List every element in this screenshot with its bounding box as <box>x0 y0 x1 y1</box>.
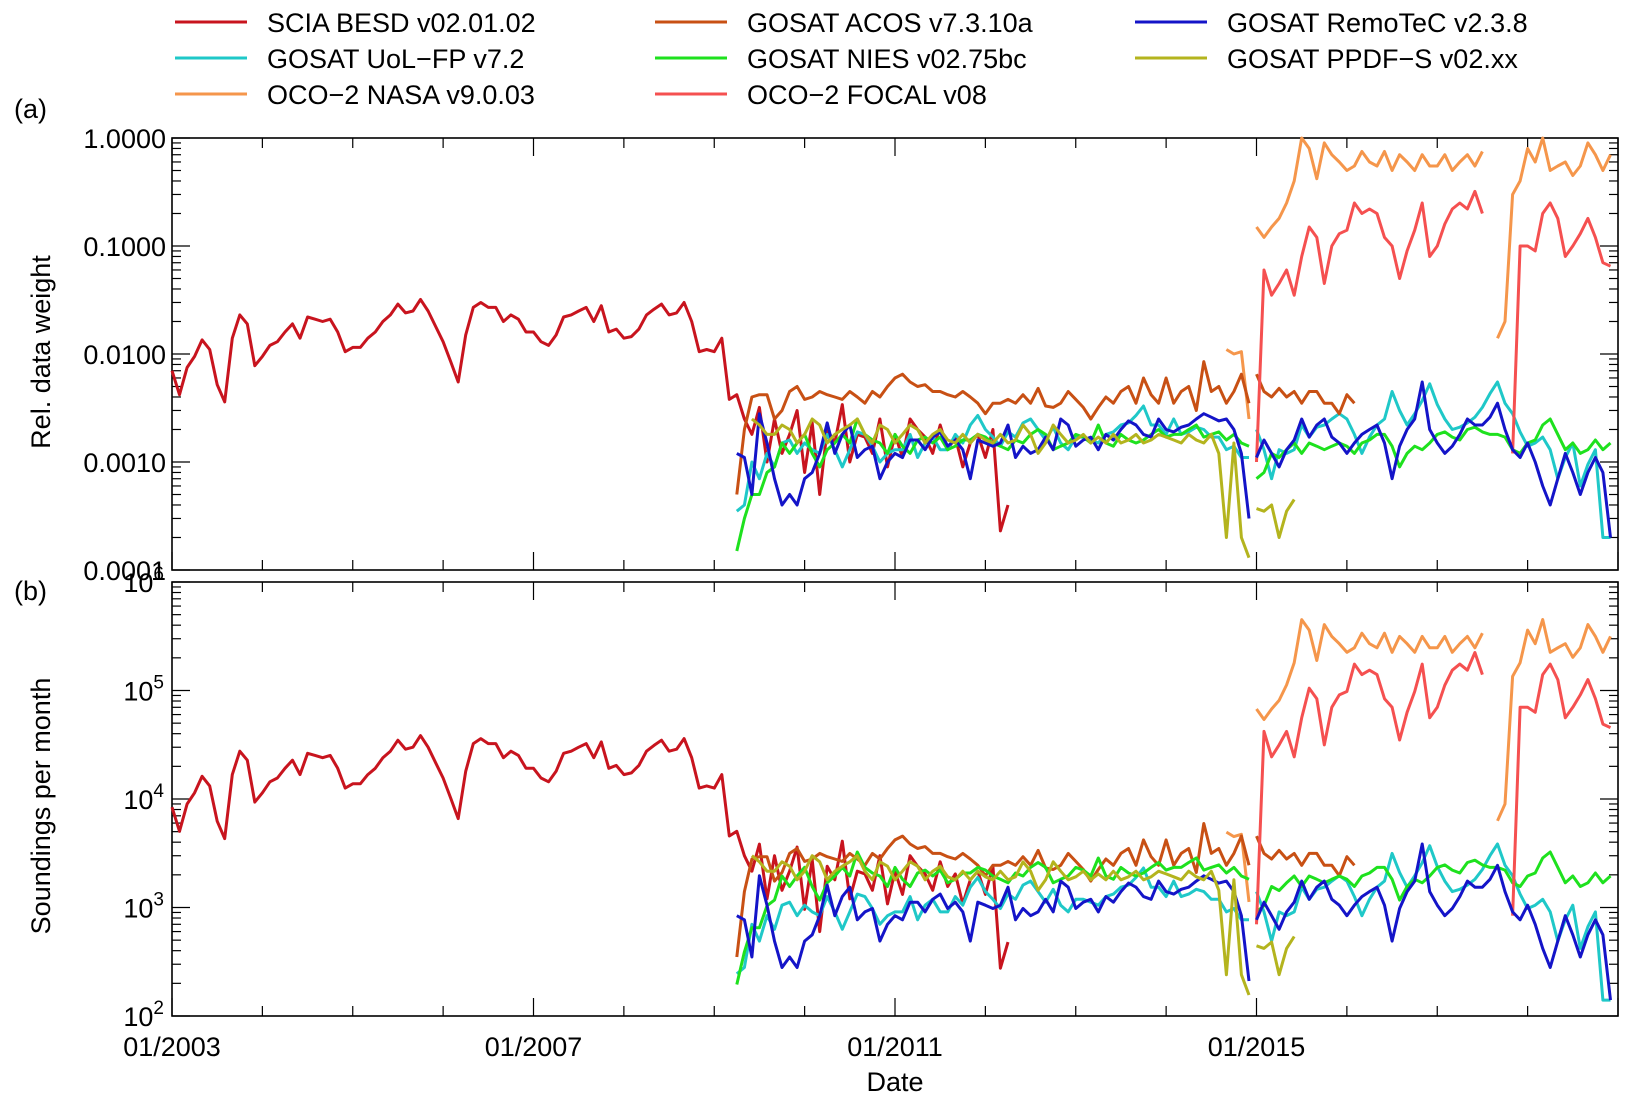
legend-label: GOSAT RemoTeC v2.3.8 <box>1227 8 1528 38</box>
x-axis-title: Date <box>866 1067 923 1097</box>
legend: SCIA BESD v02.01.02 GOSAT UoL−FP v7.2 OCO−… <box>175 8 1528 110</box>
y-tick-label: 104 <box>123 781 164 815</box>
x-tick-label: 01/2011 <box>847 1032 943 1062</box>
series-line-gosat-ppdf-s-v02-xx <box>750 854 1296 996</box>
panel-b: (b) Soundings per month Date 10610510410… <box>14 564 1619 1097</box>
series-line-gosat-acos-v7-3-10a <box>735 822 1356 958</box>
y-tick-label: 106 <box>123 564 164 598</box>
panel-a-plot-area: 1.0000 0.1000 0.0100 0.0010 0.0001 <box>83 124 1619 586</box>
series-line-oco-2-focal-v08 <box>1255 651 1612 925</box>
y-tick-label: 102 <box>123 998 164 1032</box>
series-line-gosat-ppdf-s-v02-xx <box>750 417 1296 559</box>
y-tick-label: 103 <box>123 890 164 924</box>
plot-frame <box>171 581 1619 1017</box>
series-line-gosat-remotec-v2-3-8 <box>736 842 1612 1001</box>
series-line-gosat-acos-v7-3-10a <box>735 360 1356 495</box>
panel-b-ylabel: Soundings per month <box>26 678 56 935</box>
x-tick-label: 01/2015 <box>1208 1032 1306 1062</box>
series-line-gosat-nies-v02-75bc <box>735 850 1612 985</box>
panel-b-tag: (b) <box>14 576 47 606</box>
series-line-oco-2-nasa-v9-0-03 <box>1225 136 1612 420</box>
y-tick-label: 0.0001 <box>83 556 166 586</box>
panel-a-ylabel: Rel. data weight <box>26 255 56 449</box>
series-line-oco-2-focal-v08 <box>1255 189 1612 463</box>
legend-label: OCO−2 NASA v9.0.03 <box>267 80 535 110</box>
series-line-oco-2-nasa-v9-0-03 <box>1225 618 1612 903</box>
legend-label: GOSAT PPDF−S v02.xx <box>1227 44 1518 74</box>
legend-label: GOSAT ACOS v7.3.10a <box>747 8 1034 38</box>
y-tick-label: 0.1000 <box>83 232 166 262</box>
legend-label: OCO−2 FOCAL v08 <box>747 80 987 110</box>
legend-label: SCIA BESD v02.01.02 <box>267 8 536 38</box>
y-tick-label: 1.0000 <box>83 124 166 154</box>
y-tick-label: 0.0100 <box>83 340 166 370</box>
y-tick-label: 0.0010 <box>83 448 166 478</box>
y-tick-label: 105 <box>123 673 164 707</box>
series-line-gosat-uol-fp-v7-2 <box>735 380 1611 539</box>
panel-a: (a) Rel. data weight 1.0000 0.1000 0.0100 0… <box>14 94 1619 586</box>
series-line-gosat-remotec-v2-3-8 <box>736 380 1612 538</box>
panel-a-tag: (a) <box>14 94 47 124</box>
legend-label: GOSAT UoL−FP v7.2 <box>267 44 524 74</box>
x-tick-label: 01/2003 <box>123 1032 221 1062</box>
plot-frame <box>171 137 1619 571</box>
x-tick-label: 01/2007 <box>485 1032 583 1062</box>
series-line-scia-besd-v02-01-02 <box>170 734 1010 970</box>
legend-label: GOSAT NIES v02.75bc <box>747 44 1027 74</box>
series-line-scia-besd-v02-01-02 <box>170 297 1010 533</box>
